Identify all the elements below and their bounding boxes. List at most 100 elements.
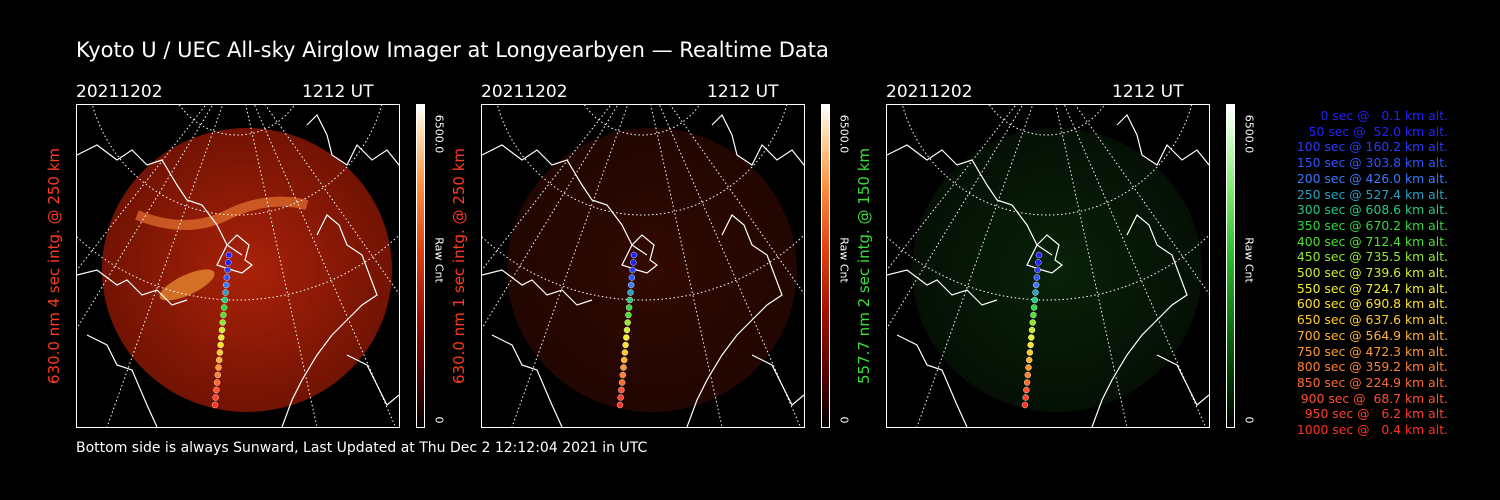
legend-row: 1000 sec @ 0.4 km alt. (1296, 422, 1448, 438)
colorbar-unit-label: Raw Cnt (432, 237, 446, 283)
trajectory-point (220, 311, 227, 319)
colorbar-unit-label: Raw Cnt (837, 237, 851, 283)
trajectory-point (1032, 289, 1039, 296)
trajectory-point (214, 371, 222, 379)
rocket-trajectory (1021, 251, 1043, 409)
legend-row: 150 sec @ 303.8 km alt. (1296, 155, 1448, 171)
trajectory-point (1027, 341, 1034, 349)
trajectory-point (1035, 251, 1043, 259)
colorbar-unit-label: Raw Cnt (1242, 237, 1256, 283)
aurora-patch (159, 269, 215, 301)
footer-note: Bottom side is always Sunward, Last Upda… (76, 440, 648, 456)
colorbar-unit: Raw Cnt (835, 230, 853, 290)
coastlines (77, 113, 399, 427)
legend-row: 400 sec @ 712.4 km alt. (1296, 233, 1448, 249)
colorbar (821, 104, 830, 428)
trajectory-point (1021, 401, 1029, 409)
trajectory-point (626, 296, 634, 304)
rocket-trajectory (211, 251, 233, 409)
trajectory-point (617, 394, 624, 401)
trajectory-point (623, 334, 630, 341)
colorbar-max: 6500.0 (430, 104, 448, 164)
legend-row: 550 sec @ 724.7 km alt. (1296, 280, 1448, 296)
trajectory-point (1023, 386, 1030, 394)
colorbar-unit: Raw Cnt (1240, 230, 1258, 290)
trajectory-point (1025, 364, 1032, 371)
legend-row: 800 sec @ 359.2 km alt. (1296, 359, 1448, 375)
trajectory-point (222, 289, 229, 296)
legend-row: 250 sec @ 527.4 km alt. (1296, 186, 1448, 202)
lat-lon-grid (482, 105, 804, 427)
trajectory-point (1033, 274, 1041, 281)
trajectory-point (1030, 304, 1038, 311)
airglow-image (481, 104, 805, 428)
lat-lon-grid (887, 105, 1209, 427)
trajectory-point (1023, 379, 1031, 386)
trajectory-point (622, 341, 629, 349)
trajectory-point (1025, 356, 1033, 364)
trajectory-point (623, 326, 631, 334)
airglow-image (76, 104, 400, 428)
legend-row: 750 sec @ 472.3 km alt. (1296, 343, 1448, 359)
trajectory-point (620, 364, 627, 371)
sky-image (102, 128, 392, 412)
legend-row: 200 sec @ 426.0 km alt. (1296, 170, 1448, 186)
panel-ylabel: 557.7 nm 2 sec intg. @ 150 km (852, 104, 876, 428)
colorbar-min-label: 0 (1242, 416, 1256, 424)
trajectory-point (213, 379, 221, 386)
trajectory-point (624, 319, 631, 326)
aurora-arc (135, 196, 309, 230)
trajectory-point (625, 304, 633, 311)
trajectory-point (225, 251, 233, 259)
trajectory-point (627, 281, 635, 289)
trajectory-point (625, 311, 632, 319)
panel-ylabel: 630.0 nm 4 sec intg. @ 250 km (42, 104, 66, 428)
legend-row: 0 sec @ 0.1 km alt. (1320, 108, 1448, 123)
trajectory-point (221, 296, 229, 304)
trajectory-point (218, 326, 226, 334)
imager-panel-1: 20211202 1212 UT 630.0 nm 4 sec intg. @ … (45, 80, 476, 430)
trajectory-point (630, 251, 638, 259)
page-title: Kyoto U / UEC All-sky Airglow Imager at … (76, 38, 829, 62)
trajectory-point (215, 356, 223, 364)
trajectory-point (1030, 311, 1037, 319)
trajectory-point (215, 364, 222, 371)
airglow-image (886, 104, 1210, 428)
trajectory-point (211, 401, 219, 409)
legend-row: 900 sec @ 68.7 km alt. (1300, 390, 1448, 406)
trajectory-point (1026, 349, 1034, 356)
colorbar-max-label: 6500.0 (1242, 114, 1256, 154)
coastlines (482, 113, 804, 427)
trajectory-point (223, 274, 231, 281)
trajectory-point (1032, 281, 1040, 289)
legend-row: 350 sec @ 670.2 km alt. (1296, 217, 1448, 233)
legend-row: 100 sec @ 160.2 km alt. (1296, 139, 1448, 155)
trajectory-point (1028, 326, 1036, 334)
rocket-trajectory (616, 251, 638, 409)
trajectory-point (217, 341, 224, 349)
colorbar-min: 0 (1240, 410, 1258, 430)
trajectory-point (619, 371, 627, 379)
panel-ylabel-text: 557.7 nm 2 sec intg. @ 150 km (855, 147, 873, 385)
panel-date: 20211202 (76, 82, 163, 102)
legend-row: 850 sec @ 224.9 km alt. (1296, 374, 1448, 390)
panel-time: 1212 UT (707, 82, 779, 102)
legend-row: 500 sec @ 739.6 km alt. (1296, 265, 1448, 281)
panel-ylabel: 630.0 nm 1 sec intg. @ 250 km (447, 104, 471, 428)
legend-row: 700 sec @ 564.9 km alt. (1296, 327, 1448, 343)
panel-date: 20211202 (481, 82, 568, 102)
trajectory-point (1029, 319, 1036, 326)
trajectory-point (616, 401, 624, 409)
trajectory-point (630, 259, 637, 266)
panel-time: 1212 UT (302, 82, 374, 102)
lat-lon-grid (77, 105, 399, 427)
trajectory-point (1022, 394, 1029, 401)
trajectory-point (219, 319, 226, 326)
map-svg (77, 105, 399, 427)
trajectory-point (1031, 296, 1039, 304)
trajectory-point (222, 281, 230, 289)
trajectory-point (621, 349, 629, 356)
colorbar-min: 0 (430, 410, 448, 430)
colorbar-unit: Raw Cnt (430, 230, 448, 290)
legend-row: 950 sec @ 6.2 km alt. (1304, 406, 1448, 422)
